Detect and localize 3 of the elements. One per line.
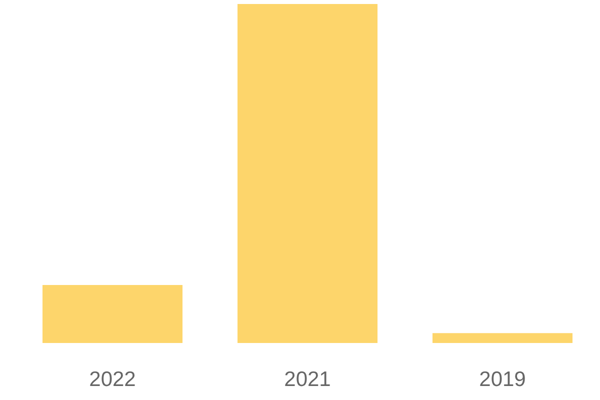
x-tick-label: 2019 xyxy=(479,368,526,391)
x-tick-label: 2021 xyxy=(284,368,331,391)
x-tick-label: 2022 xyxy=(89,368,136,391)
